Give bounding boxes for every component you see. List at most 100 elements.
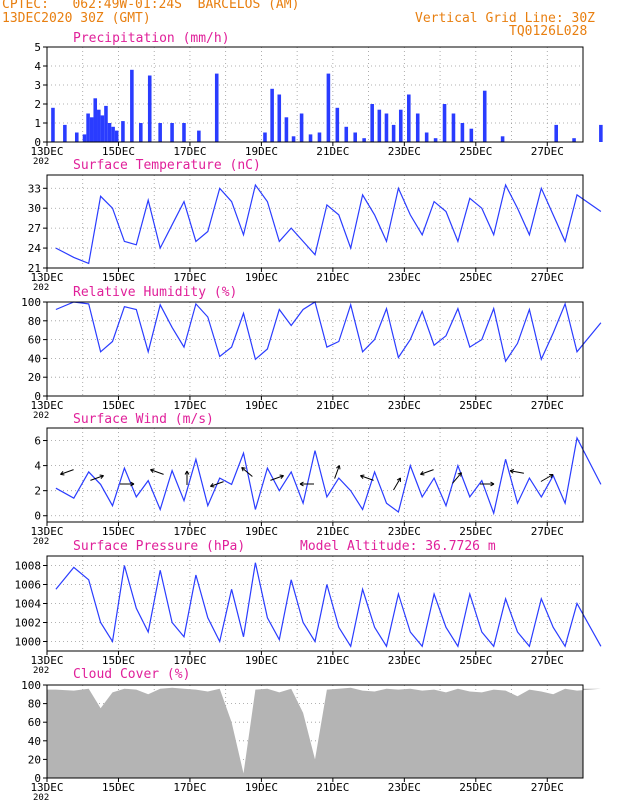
precip-bar — [277, 94, 282, 142]
x-tick-label: 17DEC — [173, 399, 206, 412]
y-tick-label: 80 — [28, 698, 41, 711]
y-tick-label: 100 — [21, 296, 41, 309]
x-tick-label: 19DEC — [245, 271, 278, 284]
precip-bar — [82, 134, 87, 142]
precip-bar — [74, 132, 79, 142]
wind-arrow-head — [457, 472, 462, 477]
y-tick-label: 1000 — [15, 636, 42, 649]
series-line — [55, 183, 602, 265]
y-tick-label: 2 — [34, 98, 41, 111]
precip-bar — [391, 124, 396, 142]
precip-bar — [500, 136, 505, 142]
precip-bar — [97, 109, 101, 142]
precip-bar — [326, 73, 331, 142]
precip-bar — [270, 88, 274, 142]
wind-arrow-head — [184, 470, 190, 475]
precip-bar — [63, 124, 67, 142]
wind-arrow-shaft — [90, 475, 104, 481]
year-fragment: 202 — [33, 793, 49, 800]
x-tick-label: 13DEC — [30, 781, 63, 794]
x-tick-label: 21DEC — [316, 271, 349, 284]
wind-arrow-shaft — [452, 472, 462, 484]
precip-bar — [384, 113, 389, 142]
precip-bar — [433, 138, 438, 142]
x-tick-label: 21DEC — [316, 145, 349, 158]
precip-bar — [370, 104, 374, 142]
wind-arrow-head — [396, 477, 401, 482]
x-tick-label: 25DEC — [459, 781, 492, 794]
panel-title: Surface Pressure (hPa) — [73, 539, 245, 554]
precip-bar — [442, 104, 447, 142]
x-tick-label: 25DEC — [459, 525, 492, 538]
precip-bar — [599, 124, 603, 142]
y-tick-label: 1004 — [15, 598, 42, 611]
y-tick-label: 20 — [28, 753, 41, 766]
precip-bar — [482, 90, 487, 142]
wind-arrow — [540, 474, 554, 482]
wind-arrow-head — [509, 469, 515, 474]
precip-bar — [407, 94, 411, 142]
panel-title: Cloud Cover (%) — [73, 667, 190, 682]
x-tick-label: 21DEC — [316, 781, 349, 794]
panel-title: Surface Wind (m/s) — [73, 412, 214, 427]
wind-arrow-shaft — [510, 470, 524, 474]
precip-bar — [284, 117, 289, 142]
wind-arrow-head — [130, 481, 135, 487]
x-tick-label: 27DEC — [531, 145, 564, 158]
y-tick-label: 2 — [34, 485, 41, 498]
year-fragment: 202 — [33, 666, 49, 676]
x-tick-label: 23DEC — [388, 145, 421, 158]
y-tick-label: 40 — [28, 352, 41, 365]
wind-arrow-shaft — [60, 469, 74, 475]
precip-bar — [107, 123, 112, 142]
series-line — [55, 301, 602, 363]
x-tick-label: 23DEC — [388, 781, 421, 794]
wind-arrow — [420, 469, 434, 476]
year-fragment: 202 — [33, 411, 49, 421]
x-tick-label: 25DEC — [459, 271, 492, 284]
header-date: 13DEC2020 30Z (GMT) — [2, 11, 151, 26]
precip-bar — [344, 126, 349, 142]
wind-arrow-shaft — [360, 475, 374, 481]
precip-bar — [104, 105, 108, 142]
panel-frame — [46, 46, 584, 143]
x-tick-label: 21DEC — [316, 654, 349, 667]
x-tick-label: 27DEC — [531, 654, 564, 667]
panel-frame — [46, 427, 584, 523]
wind-arrow-shaft — [334, 465, 340, 479]
y-tick-label: 24 — [28, 242, 42, 255]
x-tick-label: 13DEC — [30, 145, 63, 158]
x-tick-label: 19DEC — [245, 145, 278, 158]
y-tick-label: 100 — [21, 679, 41, 692]
y-tick-label: 1 — [34, 117, 41, 130]
y-tick-label: 33 — [28, 182, 41, 195]
x-tick-label: 17DEC — [173, 525, 206, 538]
x-tick-label: 19DEC — [245, 781, 278, 794]
precip-bar — [147, 75, 152, 142]
y-tick-label: 1002 — [15, 617, 42, 630]
precip-bar — [317, 132, 322, 142]
x-tick-label: 25DEC — [459, 654, 492, 667]
x-tick-label: 19DEC — [245, 654, 278, 667]
header-grid-info: Vertical Grid Line: 30Z — [415, 11, 596, 26]
precip-bar — [182, 123, 186, 142]
y-tick-label: 0 — [34, 390, 41, 403]
panel-frame — [46, 301, 584, 397]
wind-arrow-shaft — [241, 467, 253, 477]
precip-bar — [353, 132, 357, 142]
precip-bar — [308, 134, 313, 142]
x-tick-label: 27DEC — [531, 271, 564, 284]
panel-4: 0 2 4 6 13DEC 15DEC 17DEC 19DEC 21DEC 23DEC 25DEC 2… — [30, 412, 602, 547]
precip-bar — [139, 123, 143, 142]
precip-bar — [424, 132, 429, 142]
x-tick-label: 25DEC — [459, 399, 492, 412]
panel-3: 0 20 40 60 80 100 13DEC 15DEC 17DEC 19DEC 21DEC 23D… — [21, 285, 602, 421]
x-tick-label: 17DEC — [173, 145, 206, 158]
precip-bar — [554, 124, 558, 142]
precip-bar — [214, 73, 219, 142]
y-tick-label: 0 — [34, 136, 41, 149]
wind-arrow-head — [420, 471, 425, 476]
x-tick-label: 17DEC — [173, 654, 206, 667]
y-tick-label: 21 — [28, 262, 41, 275]
panel-title: Surface Temperature (nC) — [73, 158, 261, 173]
